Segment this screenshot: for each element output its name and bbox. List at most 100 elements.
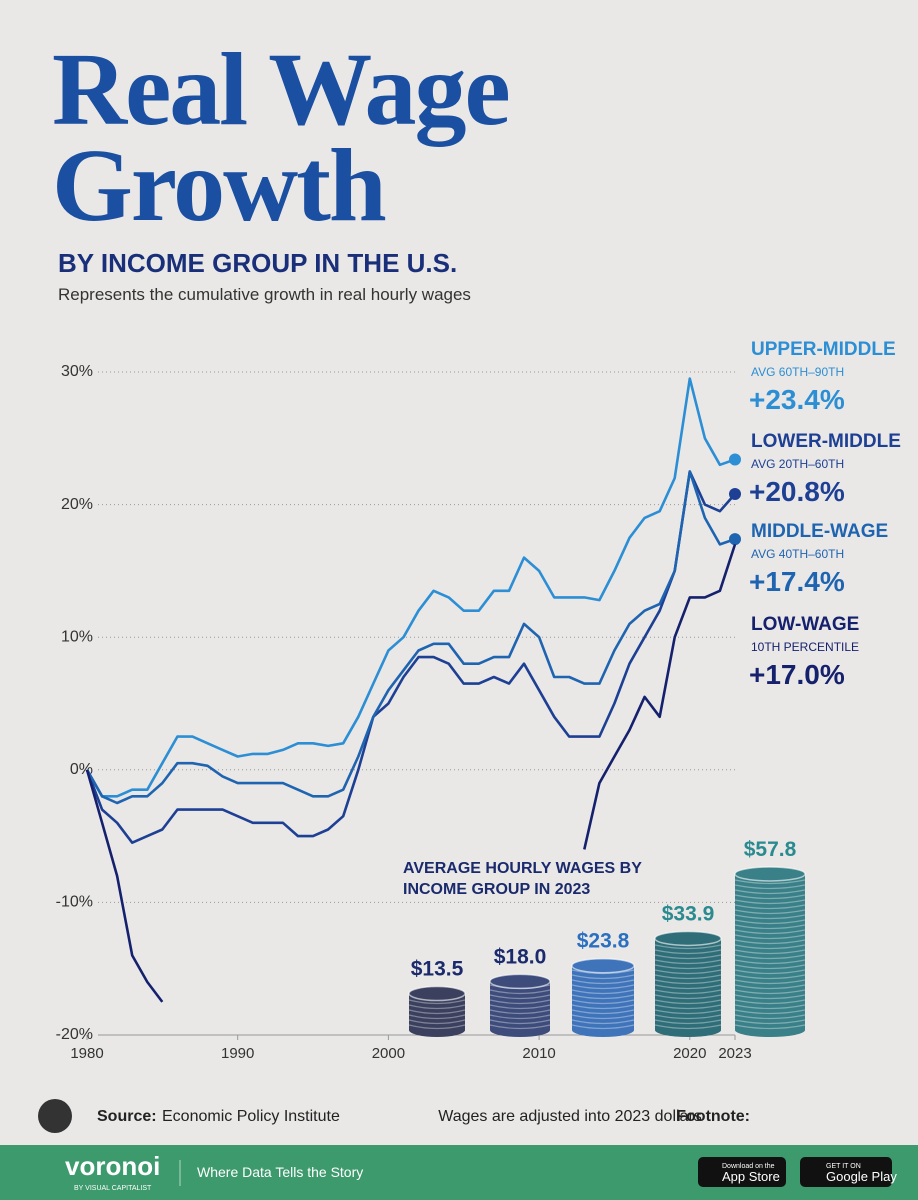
app-store: App Store [722, 1169, 780, 1184]
value-label: $13.5 [411, 958, 464, 981]
source-icon [38, 1099, 72, 1133]
coin-edge [734, 909, 806, 915]
coin-edge [654, 984, 722, 990]
coin-edge [734, 999, 806, 1005]
coin-edge [571, 979, 635, 985]
y-tick-label: -20% [56, 1026, 93, 1043]
coin-edge [571, 974, 635, 980]
coin-edge [734, 889, 806, 895]
coin-edge [734, 939, 806, 945]
coin-edge [408, 1019, 466, 1025]
app-store-badge[interactable] [698, 1157, 786, 1187]
x-tick-label: 2010 [522, 1045, 555, 1062]
google-play: Google Play [826, 1169, 897, 1184]
coin-edge [734, 919, 806, 925]
coin-edge [489, 1019, 551, 1025]
coin-edge [734, 979, 806, 985]
end-value-label: +23.4% [749, 384, 845, 415]
coin-edge [734, 1019, 806, 1025]
coin-edge [654, 944, 722, 950]
value-label: $18.0 [494, 945, 547, 968]
coin-edge [489, 1009, 551, 1015]
coin-stack [408, 985, 466, 1037]
coin-edge [734, 879, 806, 885]
legend-name: UPPER-MIDDLE [751, 339, 896, 360]
coin-edge [734, 954, 806, 960]
coin-edge [654, 1009, 722, 1015]
coin-edge [654, 969, 722, 975]
coin-edge [571, 1019, 635, 1025]
coin-edge [734, 914, 806, 920]
coin-edge [654, 1004, 722, 1010]
coin-edge [654, 1019, 722, 1025]
coin-edge [734, 944, 806, 950]
coin-edge [489, 1004, 551, 1010]
google-play-badge[interactable] [800, 1157, 892, 1187]
source: Economic Policy Institute [162, 1108, 340, 1125]
coin-top [489, 973, 551, 990]
coin-edge [654, 974, 722, 980]
end-value-label: +17.4% [749, 566, 845, 597]
coin-edge [654, 959, 722, 965]
coin-edge [654, 999, 722, 1005]
series-line [85, 377, 736, 798]
coin-edge [734, 1014, 806, 1020]
coin-edge [489, 994, 551, 1000]
x-tick-label: 1980 [70, 1045, 103, 1062]
y-tick-label: -10% [56, 894, 93, 911]
x-tick-label: 2020 [673, 1045, 706, 1062]
coin-top [571, 957, 635, 974]
coin-edge [734, 984, 806, 990]
brand: voronoi [65, 1151, 160, 1181]
coin-edge [734, 1009, 806, 1015]
value-label: $33.9 [662, 902, 715, 925]
coin-edge [734, 904, 806, 910]
coin-edge [654, 979, 722, 985]
coin-stack [734, 866, 806, 1037]
coin-edge [734, 929, 806, 935]
coin-edge [734, 934, 806, 940]
coin-edge [408, 1004, 466, 1010]
google-play-small: GET IT ON [826, 1163, 861, 1170]
coin-edge [571, 984, 635, 990]
coin-edge [571, 1009, 635, 1015]
legend-name: MIDDLE-WAGE [751, 521, 888, 542]
end-value-label: +17.0% [749, 659, 845, 690]
coin-edge [571, 994, 635, 1000]
value-label: $23.8 [577, 930, 630, 953]
coin-edge [489, 1024, 551, 1030]
coin-edge [654, 954, 722, 960]
series-line [85, 543, 737, 1003]
coin-edge [489, 999, 551, 1005]
coin-edge [408, 1024, 466, 1030]
series-line [85, 470, 736, 805]
coin-edge [571, 1014, 635, 1020]
coin-stack [489, 973, 551, 1037]
coin-edge [654, 1014, 722, 1020]
legend-range: 10TH PERCENTILE [751, 640, 859, 654]
coin-edge [734, 1024, 806, 1030]
coin-edge [489, 989, 551, 995]
source-label: Source: [97, 1108, 157, 1125]
coin-edge [654, 949, 722, 955]
coin-edge [654, 1024, 722, 1030]
legend-range: AVG 40TH–60TH [751, 547, 844, 561]
footnote: Wages are adjusted into 2023 dollars [438, 1108, 702, 1125]
legend-range: AVG 60TH–90TH [751, 365, 844, 379]
coin-edge [571, 1024, 635, 1030]
coin-edge [734, 969, 806, 975]
x-tick-label: 2000 [372, 1045, 405, 1062]
coin-stack-bar [735, 873, 805, 1030]
title: Real Wage Growth [52, 32, 511, 243]
coin-edge [734, 974, 806, 980]
coin-edge [734, 989, 806, 995]
description: Represents the cumulative growth in real… [58, 285, 471, 304]
coin-edge [408, 1009, 466, 1015]
coin-stack [654, 930, 722, 1037]
coin-top [408, 985, 466, 1002]
coin-stack-bar [490, 981, 550, 1030]
coin-edge [734, 959, 806, 965]
coin-top [734, 866, 806, 882]
